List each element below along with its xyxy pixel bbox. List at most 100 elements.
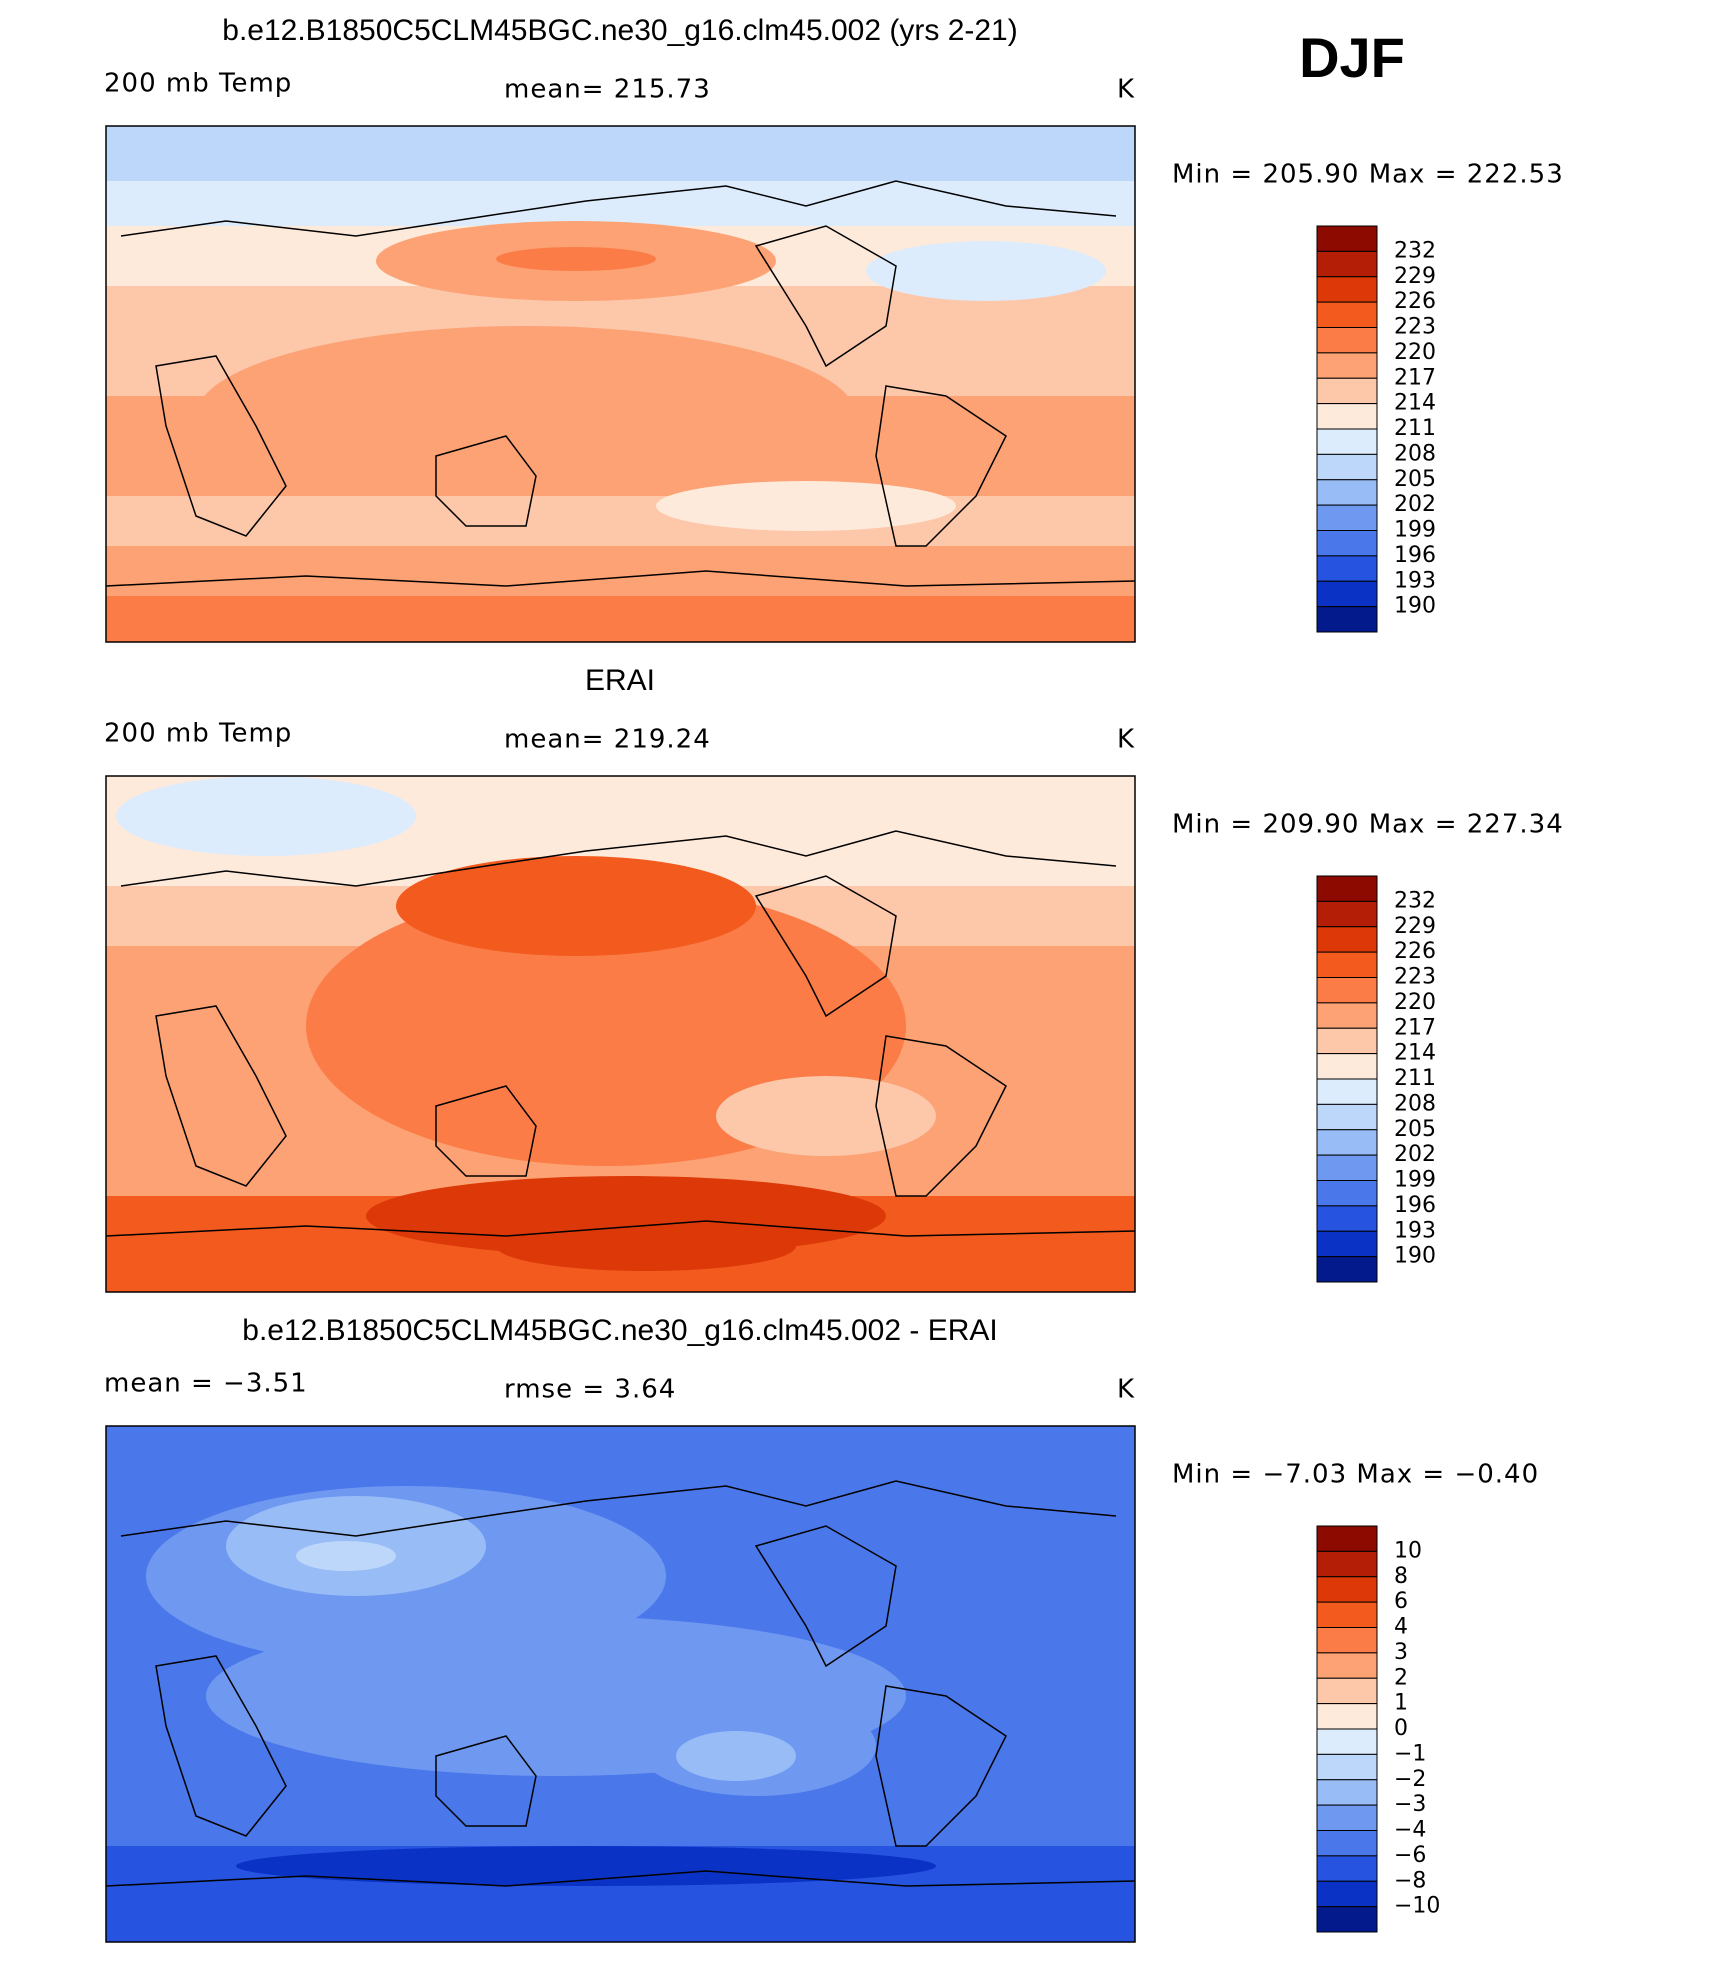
colorbar-box [1316,1627,1378,1654]
colorbar-box [1316,1230,1378,1258]
colorbar-label: 8 [1394,1564,1408,1589]
colorbar-label: 1 [1394,1691,1408,1716]
colorbar-label: 217 [1394,365,1436,390]
colorbar-box [1316,1855,1378,1882]
colorbar-box [1316,1027,1378,1055]
colorbar-box [1316,1652,1378,1679]
contour-band [106,546,1135,596]
coastline [155,355,287,537]
colorbar-label: 193 [1394,568,1436,593]
colorbar-label: 4 [1394,1615,1408,1640]
colorbar-box [1316,1525,1378,1552]
map-frame [105,1425,1136,1943]
panel-center-label: rmse = 3.64 [504,1375,676,1405]
colorbar-label: 2 [1394,1665,1408,1690]
coastline [105,1220,1136,1237]
contour-band [656,481,956,531]
colorbar-box [1316,403,1378,430]
colorbar-label: −2 [1394,1767,1426,1792]
contour-band [496,1221,796,1271]
map-frame [105,125,1136,643]
colorbar-box [1316,1205,1378,1232]
coastline [435,1085,537,1177]
colorbar-box [1316,1703,1378,1730]
coastline [435,435,537,527]
colorbar-label: 0 [1394,1716,1408,1741]
colorbar-box [1316,1103,1378,1131]
colorbar-box [1316,1002,1378,1029]
colorbar-box [1316,1804,1378,1831]
colorbar-box [1316,1053,1378,1080]
colorbar-label: 229 [1394,914,1436,939]
colorbar-label: 205 [1394,467,1436,492]
colorbar-label: 199 [1394,518,1436,543]
panel-title: b.e12.B1850C5CLM45BGC.ne30_g16.clm45.002… [222,14,1017,47]
colorbar-box [1316,327,1378,354]
colorbar-box [1316,428,1378,455]
colorbar-box [1316,900,1378,928]
contour-band [106,496,1135,546]
coastline [155,1655,287,1837]
colorbar-label: 193 [1394,1218,1436,1243]
colorbar-box [1316,352,1378,379]
colorbar-label: 214 [1394,391,1436,416]
colorbar-label: 10 [1394,1538,1422,1563]
coastline [120,1480,1117,1537]
colorbar-label: 223 [1394,965,1436,990]
contour-band [106,181,1135,226]
panel-center-label: mean= 219.24 [504,725,711,755]
colorbar-label: 214 [1394,1041,1436,1066]
contour-band [196,326,856,506]
colorbar-box [1316,1753,1378,1781]
min-max-label: Min = −7.03 Max = −0.40 [1172,1460,1539,1490]
coastline [120,180,1117,237]
colorbar-label: 226 [1394,939,1436,964]
units-label: K [1117,75,1135,105]
min-max-label: Min = 209.90 Max = 227.34 [1172,810,1564,840]
colorbar-label: 3 [1394,1640,1408,1665]
contour-band [716,1076,936,1156]
coastline [120,830,1117,887]
panel-left-label: 200 mb Temp [104,69,292,99]
colorbar-label: 205 [1394,1117,1436,1142]
colorbar-label: 223 [1394,315,1436,340]
colorbar-box [1316,1880,1378,1908]
contour-band [106,596,1135,642]
colorbar-box [1316,1728,1378,1755]
coastline [754,875,897,1018]
colorbar-label: 217 [1394,1015,1436,1040]
contour-band [396,856,756,956]
colorbar-label: 202 [1394,492,1436,517]
colorbar-label: 220 [1394,340,1436,365]
colorbar-label: −8 [1394,1868,1426,1893]
colorbar-label: −3 [1394,1792,1426,1817]
coastline [754,225,897,368]
colorbar-label: 190 [1394,1244,1436,1269]
colorbar-box [1316,1129,1378,1156]
coastline [754,1525,897,1668]
units-label: K [1117,725,1135,755]
colorbar-box [1316,504,1378,531]
colorbar-label: 190 [1394,594,1436,619]
colorbar-label: 196 [1394,543,1436,568]
colorbar-box [1316,1601,1378,1628]
season-label: DJF [1299,26,1405,89]
colorbar-box [1316,1154,1378,1181]
colorbar-label: 232 [1394,238,1436,263]
coastline [105,1870,1136,1887]
contour-band [296,1541,396,1571]
colorbar-box [1316,225,1378,252]
colorbar-label: 208 [1394,441,1436,466]
colorbar-box [1316,276,1378,303]
colorbar-box [1316,377,1378,405]
colorbar-label: 6 [1394,1589,1408,1614]
colorbar-label: 202 [1394,1142,1436,1167]
contour-band [676,1731,796,1781]
units-label: K [1117,1375,1135,1405]
colorbar-label: −10 [1394,1894,1440,1919]
colorbar-box [1316,1078,1378,1105]
contour-band [236,1846,936,1886]
panel-left-label: 200 mb Temp [104,719,292,749]
colorbar-box [1316,530,1378,557]
coastline [875,385,1007,547]
